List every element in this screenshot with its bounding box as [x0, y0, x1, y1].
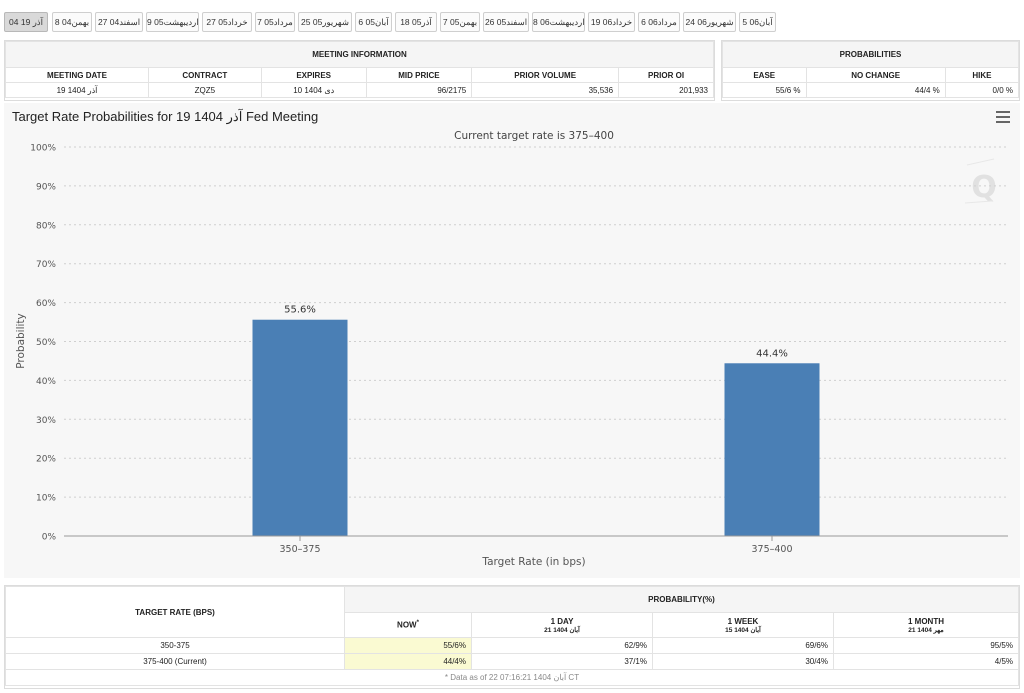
- probability-cell: 69/6%: [652, 637, 834, 654]
- meeting-information-title: MEETING INFORMATION: [5, 41, 714, 68]
- tab-meeting[interactable]: آبان05 6: [355, 12, 392, 32]
- tab-meeting[interactable]: اردیبهشت05 9: [146, 12, 199, 32]
- probabilities-panel: PROBABILITIES EASE NO CHANGE HIKE 55/6 %…: [721, 40, 1020, 101]
- column-header: PRIOR VOLUME: [471, 67, 620, 83]
- bar-chart: Current target rate is 375–400 Q 0% 10% 20…: [15, 130, 1008, 568]
- table-row: 375-400 (Current) 44/4% 37/1% 30/4% 4/5%: [5, 653, 1019, 670]
- probability-cell: 37/1%: [471, 653, 653, 670]
- chart-title: Target Rate Probabilities for 19 1404 آذ…: [12, 109, 319, 124]
- tab-meeting[interactable]: آبان06 5: [739, 12, 776, 32]
- tab-meeting[interactable]: اسفند05 26: [483, 12, 529, 32]
- tab-meeting[interactable]: بهمن05 7: [440, 12, 480, 32]
- prior-oi: 201,933: [618, 82, 714, 98]
- tab-meeting[interactable]: شهریور06 24: [683, 12, 736, 32]
- data-timestamp-footnote: * Data as of 22 07:16:21 1404 آبان CT: [5, 669, 1019, 686]
- y-tick-label: 100%: [30, 144, 56, 154]
- x-tick-label: 350–375: [279, 544, 320, 555]
- tab-meeting[interactable]: آذر 19 04: [4, 12, 48, 32]
- data-label: 44.4%: [756, 348, 788, 359]
- ease-value: 55/6 %: [722, 82, 807, 98]
- chart-subtitle: Current target rate is 375–400: [454, 130, 614, 142]
- x-axis-label: Target Rate (in bps): [481, 556, 585, 568]
- tab-meeting[interactable]: شهریور05 25: [298, 12, 352, 32]
- y-tick-label: 90%: [36, 182, 56, 192]
- tab-meeting[interactable]: اسفند04 27: [95, 12, 143, 32]
- mid-price: 96/2175: [365, 82, 473, 98]
- prior-volume: 35,536: [471, 82, 620, 98]
- target-rate-cell: 350-375: [5, 637, 345, 654]
- column-header: EASE: [722, 67, 807, 83]
- column-header: NO CHANGE: [805, 67, 946, 83]
- probability-cell: 4/5%: [833, 653, 1019, 670]
- target-rate-header: TARGET RATE (BPS): [5, 586, 345, 638]
- column-1-week: 1 WEEK آبان 1404 15: [652, 612, 834, 638]
- x-tick-label: 375–400: [751, 544, 792, 555]
- y-tick-label: 50%: [36, 338, 56, 348]
- no-change-value: 44/4 %: [805, 82, 946, 98]
- probability-table-panel: TARGET RATE (BPS) PROBABILITY(%) NOW* 1 …: [4, 585, 1020, 689]
- column-header: MID PRICE: [365, 67, 473, 83]
- column-1-month: 1 MONTH مهر 1404 21: [833, 612, 1019, 638]
- y-tick-label: 40%: [36, 377, 56, 387]
- menu-icon[interactable]: [996, 111, 1010, 123]
- y-tick-label: 10%: [36, 494, 56, 504]
- probability-header: PROBABILITY(%): [344, 586, 1019, 613]
- y-tick-label: 80%: [36, 221, 56, 231]
- probability-cell: 95/5%: [833, 637, 1019, 654]
- column-header: MEETING DATE: [5, 67, 149, 83]
- probabilities-title: PROBABILITIES: [722, 41, 1019, 68]
- meeting-tabs: آذر 19 04 بهمن04 8 اسفند04 27 اردیبهشت05…: [4, 12, 1020, 32]
- column-header: HIKE: [944, 67, 1020, 83]
- y-tick-label: 20%: [36, 455, 56, 465]
- tab-meeting[interactable]: بهمن04 8: [52, 12, 92, 32]
- hike-value: 0/0 %: [944, 82, 1020, 98]
- y-tick-label: 70%: [36, 260, 56, 270]
- y-tick-label: 30%: [36, 416, 56, 426]
- tab-meeting[interactable]: مرداد06 6: [638, 12, 680, 32]
- column-header: EXPIRES: [260, 67, 367, 83]
- column-1-day: 1 DAY آبان 1404 21: [471, 612, 653, 638]
- tab-meeting[interactable]: خرداد06 19: [588, 12, 635, 32]
- target-rate-cell: 375-400 (Current): [5, 653, 345, 670]
- y-tick-label: 60%: [36, 299, 56, 309]
- bar[interactable]: [252, 319, 348, 536]
- tab-meeting[interactable]: مرداد05 7: [255, 12, 295, 32]
- probability-cell: 62/9%: [471, 637, 653, 654]
- probability-cell: 44/4%: [344, 653, 472, 670]
- svg-text:Q: Q: [971, 170, 997, 205]
- column-header: CONTRACT: [147, 67, 262, 83]
- table-row: 350-375 55/6% 62/9% 69/6% 95/5%: [5, 637, 1019, 654]
- y-axis-label: Probability: [15, 313, 27, 369]
- tab-meeting[interactable]: آذر05 18: [395, 12, 437, 32]
- tab-meeting[interactable]: خرداد05 27: [202, 12, 252, 32]
- data-label: 55.6%: [284, 305, 316, 316]
- bar[interactable]: [724, 363, 820, 536]
- contract: ZQZ5: [147, 82, 262, 98]
- column-now: NOW*: [344, 612, 472, 638]
- meeting-information-panel: MEETING INFORMATION MEETING DATE CONTRAC…: [4, 40, 715, 101]
- y-tick-label: 0%: [42, 533, 57, 543]
- probability-cell: 55/6%: [344, 637, 472, 654]
- expires: دی 1404 10: [260, 82, 367, 98]
- tab-meeting[interactable]: اردیبهشت06 8: [532, 12, 585, 32]
- footnote-mark: *: [416, 620, 419, 627]
- chart-panel: Target Rate Probabilities for 19 1404 آذ…: [4, 103, 1020, 578]
- meeting-date: آذر 1404 19: [5, 82, 149, 98]
- probability-cell: 30/4%: [652, 653, 834, 670]
- watermark-q-icon: Q: [964, 158, 997, 205]
- column-header: PRIOR OI: [618, 67, 714, 83]
